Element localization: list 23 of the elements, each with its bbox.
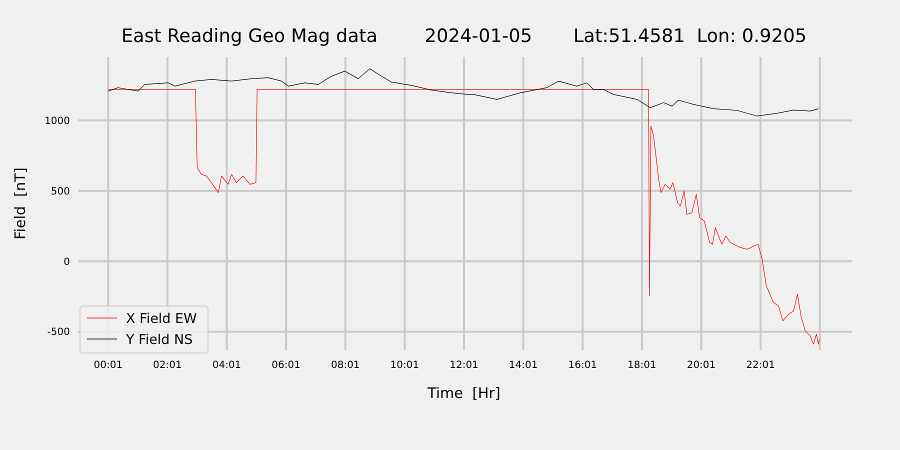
chart-title: East Reading Geo Mag data 2024-01-05 Lat:51.4581 Lon: 0.9205 bbox=[121, 26, 807, 47]
x-tick-label: 22:01 bbox=[746, 360, 775, 371]
x-tick-label: 02:01 bbox=[153, 360, 182, 371]
x-tick-label: 12:01 bbox=[450, 360, 478, 371]
line-series bbox=[108, 89, 820, 345]
y-tick-label: 1000 bbox=[44, 116, 70, 127]
y-axis-title: Field [nT] bbox=[13, 167, 29, 240]
line-series bbox=[108, 68, 819, 116]
x-tick-label: 08:01 bbox=[330, 360, 360, 371]
x-tick-label: 00:01 bbox=[94, 360, 123, 371]
y-tick-label: 500 bbox=[50, 186, 70, 198]
x-tick-label: 10:01 bbox=[390, 360, 420, 371]
x-tick-label: 16:01 bbox=[568, 360, 598, 371]
legend-label: X Field EW bbox=[126, 311, 197, 327]
x-axis-title: Time [Hr] bbox=[426, 386, 500, 402]
x-tick-label: 06:01 bbox=[272, 360, 300, 371]
x-tick-label: 20:01 bbox=[686, 360, 716, 371]
y-tick-label: -500 bbox=[47, 327, 70, 338]
x-tick-label: 04:01 bbox=[212, 360, 242, 371]
x-tick-label: 18:01 bbox=[628, 360, 656, 371]
x-tick-label: 14:01 bbox=[508, 360, 538, 371]
y-tick-label: 0 bbox=[64, 256, 70, 268]
legend-label: Y Field NS bbox=[125, 332, 193, 348]
